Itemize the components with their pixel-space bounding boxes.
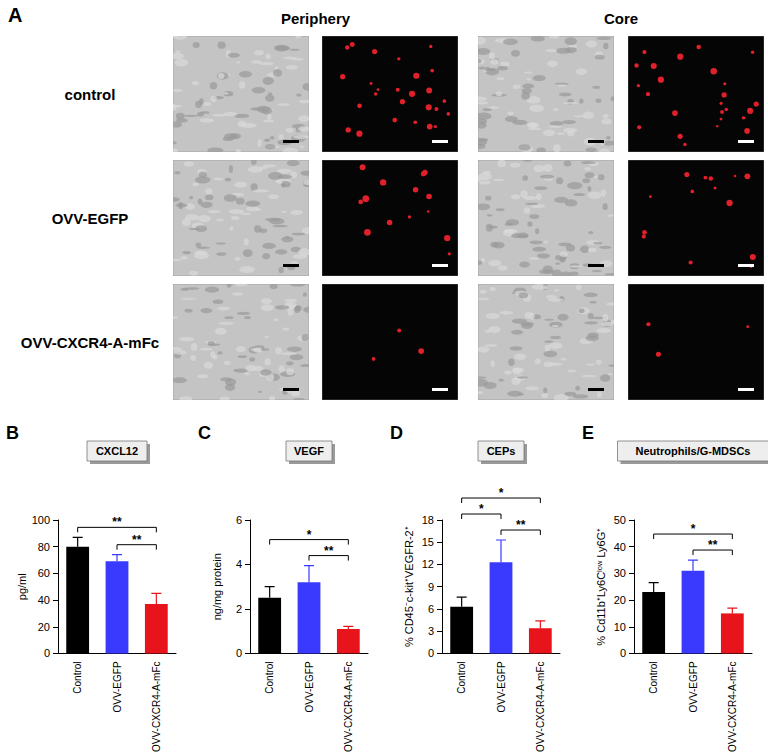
svg-text:*: * bbox=[479, 502, 484, 516]
svg-text:20: 20 bbox=[38, 621, 50, 633]
svg-text:pg/ml: pg/ml bbox=[16, 573, 28, 600]
svg-text:Control: Control bbox=[72, 661, 83, 693]
svg-text:100: 100 bbox=[32, 514, 50, 526]
svg-text:60: 60 bbox=[38, 567, 50, 579]
svg-text:**: ** bbox=[708, 538, 718, 552]
svg-text:*: * bbox=[307, 528, 312, 542]
svg-text:OVV-CXCR4-A-mFc: OVV-CXCR4-A-mFc bbox=[151, 661, 162, 752]
svg-text:*: * bbox=[499, 486, 504, 500]
svg-text:OVV-CXCR4-A-mFc: OVV-CXCR4-A-mFc bbox=[535, 661, 546, 752]
svg-text:OVV-EGFP: OVV-EGFP bbox=[496, 661, 507, 712]
html-text:OVV-CXCR4-A-mFc: OVV-CXCR4-A-mFc bbox=[20, 333, 160, 351]
svg-text:20: 20 bbox=[614, 594, 626, 606]
html-text:control: control bbox=[64, 85, 116, 103]
svg-text:E: E bbox=[582, 423, 594, 443]
svg-text:% CD45⁻c-kit⁺VEGFR-2⁺: % CD45⁻c-kit⁺VEGFR-2⁺ bbox=[403, 526, 415, 647]
svg-text:**: ** bbox=[324, 544, 334, 558]
svg-text:12: 12 bbox=[422, 558, 434, 570]
svg-text:VEGF: VEGF bbox=[294, 445, 324, 457]
svg-text:CXCL12: CXCL12 bbox=[96, 445, 138, 457]
svg-text:30: 30 bbox=[614, 567, 626, 579]
html-text:Core: Core bbox=[603, 10, 639, 27]
html-text:A: A bbox=[8, 4, 23, 26]
html-text:OVV-EGFP: OVV-EGFP bbox=[51, 209, 129, 227]
svg-text:Control: Control bbox=[648, 661, 659, 693]
svg-text:C: C bbox=[198, 423, 211, 443]
svg-text:80: 80 bbox=[38, 541, 50, 553]
svg-text:OVV-CXCR4-A-mFc: OVV-CXCR4-A-mFc bbox=[343, 661, 354, 752]
html-text:Periphery: Periphery bbox=[280, 10, 351, 27]
svg-text:OVV-EGFP: OVV-EGFP bbox=[304, 661, 315, 712]
svg-text:D: D bbox=[390, 423, 403, 443]
svg-text:50: 50 bbox=[614, 514, 626, 526]
svg-text:40: 40 bbox=[38, 594, 50, 606]
svg-text:OVV-CXCR4-A-mFc: OVV-CXCR4-A-mFc bbox=[727, 661, 738, 752]
svg-text:18: 18 bbox=[422, 514, 434, 526]
svg-text:3: 3 bbox=[428, 625, 434, 637]
svg-text:B: B bbox=[6, 423, 19, 443]
svg-text:15: 15 bbox=[422, 536, 434, 548]
svg-text:% Cd11b⁺Ly6Cˡᵒʷ Ly6G⁺: % Cd11b⁺Ly6Cˡᵒʷ Ly6G⁺ bbox=[595, 528, 607, 646]
svg-text:0: 0 bbox=[44, 647, 50, 659]
svg-text:**: ** bbox=[112, 515, 122, 529]
svg-text:40: 40 bbox=[614, 541, 626, 553]
svg-text:OVV-EGFP: OVV-EGFP bbox=[112, 661, 123, 712]
svg-text:*: * bbox=[691, 522, 696, 536]
svg-text:ng/mg protein: ng/mg protein bbox=[211, 553, 223, 620]
svg-text:10: 10 bbox=[614, 621, 626, 633]
svg-text:0: 0 bbox=[620, 647, 626, 659]
svg-text:0: 0 bbox=[428, 647, 434, 659]
svg-text:0: 0 bbox=[236, 647, 242, 659]
svg-text:4: 4 bbox=[236, 558, 242, 570]
svg-text:Control: Control bbox=[456, 661, 467, 693]
svg-text:**: ** bbox=[132, 533, 142, 547]
svg-text:9: 9 bbox=[428, 581, 434, 593]
svg-text:Control: Control bbox=[264, 661, 275, 693]
svg-text:6: 6 bbox=[236, 514, 242, 526]
svg-text:2: 2 bbox=[236, 603, 242, 615]
svg-text:6: 6 bbox=[428, 603, 434, 615]
svg-text:OVV-EGFP: OVV-EGFP bbox=[688, 661, 699, 712]
svg-text:Neutrophils/G-MDSCs: Neutrophils/G-MDSCs bbox=[636, 445, 751, 457]
svg-text:**: ** bbox=[516, 518, 526, 532]
svg-text:CEPs: CEPs bbox=[487, 445, 516, 457]
